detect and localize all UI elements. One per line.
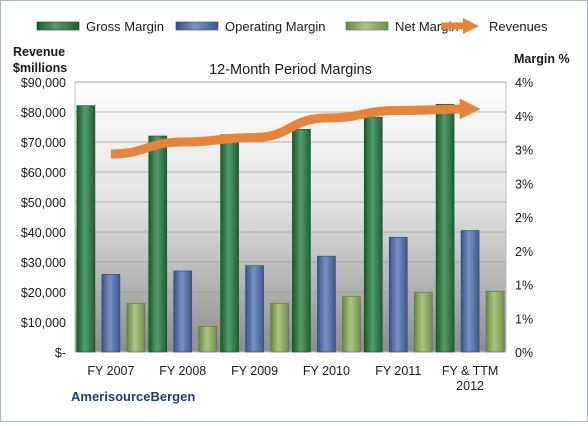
bar-operating-margin bbox=[388, 236, 408, 353]
right-axis-title: Margin % bbox=[514, 52, 570, 66]
right-tick-label: 2% bbox=[515, 211, 533, 225]
x-tick-label: FY 2007 bbox=[87, 364, 134, 378]
legend-label: Operating Margin bbox=[225, 19, 325, 34]
x-tick-label: FY 2008 bbox=[159, 364, 206, 378]
legend-swatch bbox=[36, 21, 80, 31]
bar-operating-margin bbox=[173, 270, 193, 353]
left-axis-title: Revenue bbox=[13, 45, 65, 59]
bar-gross-margin bbox=[220, 134, 239, 353]
bar-gross-margin bbox=[363, 116, 383, 353]
x-tick-label: FY 2011 bbox=[375, 364, 421, 378]
bar-net-margin bbox=[270, 303, 289, 353]
revenues-line bbox=[110, 98, 481, 159]
legend-swatch bbox=[345, 21, 389, 31]
right-tick-label: 4% bbox=[515, 110, 533, 124]
bar-operating-margin bbox=[460, 230, 480, 353]
bar-operating-margin bbox=[317, 255, 336, 353]
bar-net-margin bbox=[198, 326, 218, 353]
left-tick-label: $40,000 bbox=[21, 226, 66, 240]
left-tick-label: $90,000 bbox=[21, 76, 66, 90]
bar-net-margin bbox=[342, 296, 361, 353]
bar-gross-margin bbox=[435, 103, 455, 353]
bar-gross-margin bbox=[148, 135, 168, 353]
chart-title: 12-Month Period Margins bbox=[209, 62, 372, 78]
right-tick-label: 1% bbox=[515, 279, 533, 293]
x-tick-label: FY & TTM bbox=[442, 364, 499, 378]
bar-net-margin bbox=[126, 303, 146, 353]
left-tick-label: $70,000 bbox=[21, 136, 66, 150]
left-tick-label: $20,000 bbox=[21, 286, 66, 300]
bar-net-margin bbox=[485, 290, 505, 353]
legend-swatch bbox=[175, 21, 219, 31]
left-axis-subtitle: $millions bbox=[13, 61, 67, 75]
x-tick-label: FY 2009 bbox=[231, 364, 278, 378]
left-tick-label: $30,000 bbox=[21, 256, 66, 270]
right-tick-label: 2% bbox=[515, 245, 533, 259]
legend-label: Revenues bbox=[489, 19, 548, 34]
right-tick-label: 1% bbox=[515, 312, 533, 326]
bar-operating-margin bbox=[101, 274, 121, 353]
right-tick-label: 4% bbox=[515, 76, 533, 90]
bar-gross-margin bbox=[292, 128, 311, 353]
x-tick-label: 2012 bbox=[456, 379, 484, 393]
right-tick-label: 3% bbox=[515, 177, 533, 191]
right-tick-label: 3% bbox=[515, 144, 533, 158]
bar-net-margin bbox=[413, 292, 433, 353]
left-tick-label: $60,000 bbox=[21, 166, 66, 180]
company-label: AmerisourceBergen bbox=[71, 389, 195, 404]
left-tick-label: $80,000 bbox=[21, 106, 66, 120]
bar-operating-margin bbox=[245, 265, 264, 353]
bar-gross-margin bbox=[76, 105, 96, 353]
legend-label: Gross Margin bbox=[86, 19, 164, 34]
left-tick-label: $- bbox=[55, 346, 66, 360]
left-tick-label: $10,000 bbox=[21, 316, 66, 330]
x-tick-label: FY 2010 bbox=[303, 364, 350, 378]
left-tick-label: $50,000 bbox=[21, 196, 66, 210]
right-tick-label: 0% bbox=[515, 346, 533, 360]
